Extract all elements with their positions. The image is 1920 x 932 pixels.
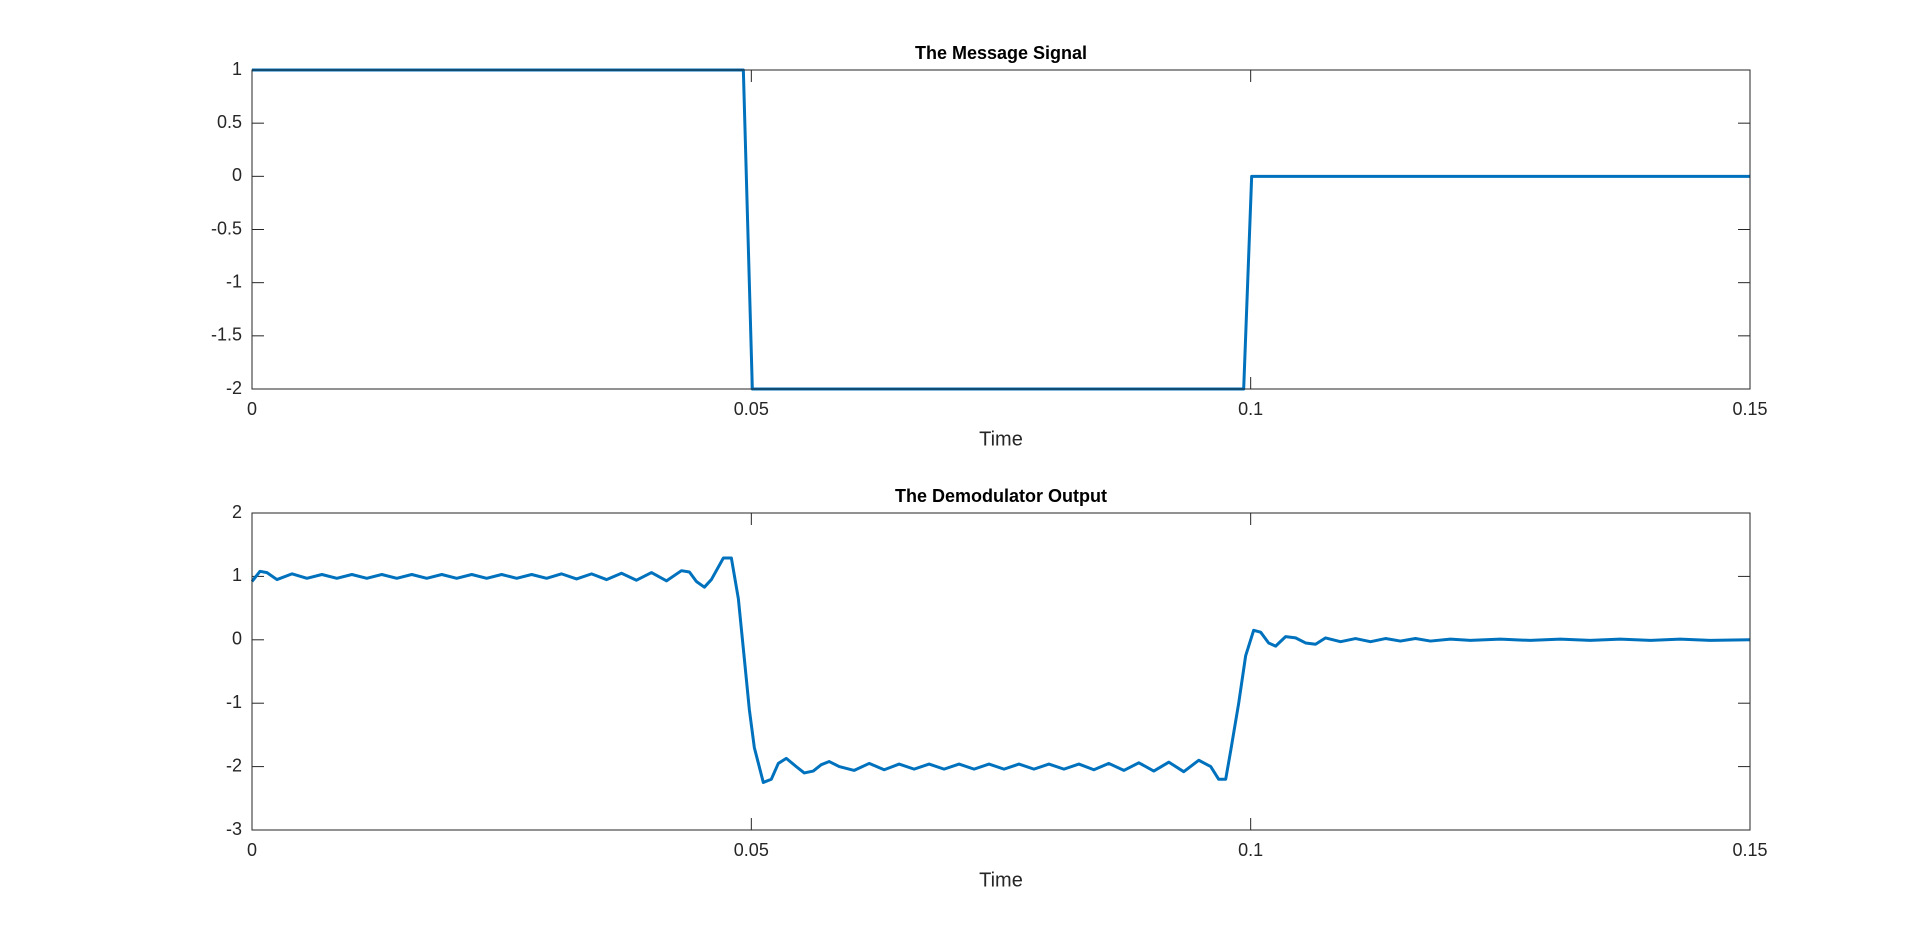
x-tick-label: 0.05 — [734, 840, 769, 860]
y-tick-label: 1 — [232, 59, 242, 79]
x-tick-label: 0.05 — [734, 399, 769, 419]
y-tick-label: -1 — [226, 271, 242, 291]
y-tick-label: 0 — [232, 165, 242, 185]
y-tick-label: 1 — [232, 565, 242, 585]
y-tick-label: -1 — [226, 692, 242, 712]
y-tick-label: -0.5 — [211, 218, 242, 238]
x-tick-label: 0.1 — [1238, 840, 1263, 860]
chart-title: The Message Signal — [915, 43, 1087, 63]
x-tick-label: 0.1 — [1238, 399, 1263, 419]
plot-area — [252, 70, 1750, 389]
axes-box — [251, 512, 1751, 831]
plot-area — [252, 513, 1750, 830]
signal-line — [250, 556, 1751, 784]
y-tick-label: -2 — [226, 755, 242, 775]
y-tick-label: 0.5 — [217, 112, 242, 132]
chart-title: The Demodulator Output — [895, 486, 1107, 506]
y-tick-label: 2 — [232, 502, 242, 522]
x-tick-label: 0 — [247, 840, 257, 860]
x-tick-label: 0.15 — [1732, 840, 1767, 860]
axes-box — [251, 69, 1751, 390]
y-tick-label: -3 — [226, 819, 242, 839]
x-axis-label: Time — [979, 869, 1023, 891]
x-tick-label: 0.15 — [1732, 399, 1767, 419]
y-tick-label: 0 — [232, 629, 242, 649]
x-axis-label: Time — [979, 428, 1023, 450]
y-tick-label: -1.5 — [211, 325, 242, 345]
y-tick-label: -2 — [226, 378, 242, 398]
x-tick-label: 0 — [247, 399, 257, 419]
